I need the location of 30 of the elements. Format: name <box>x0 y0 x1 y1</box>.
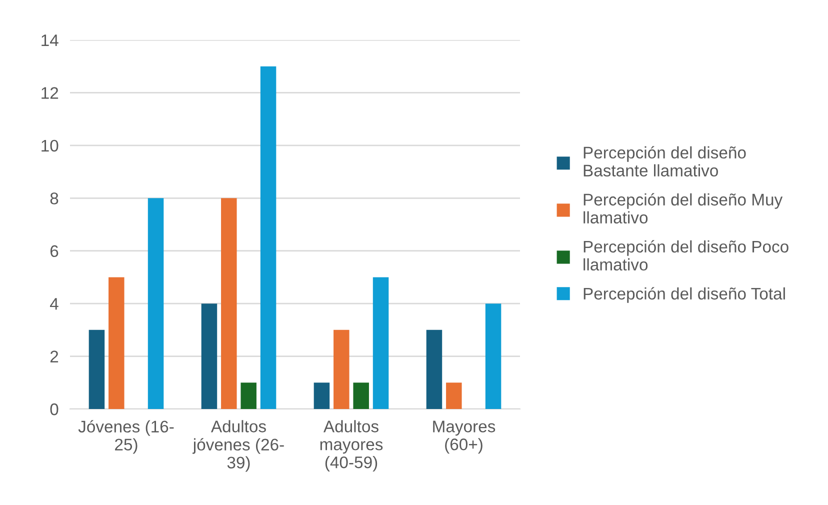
bar <box>148 198 164 409</box>
bar <box>221 198 237 409</box>
bar <box>314 382 330 409</box>
bar <box>260 66 276 409</box>
bar <box>240 382 256 409</box>
y-tick-label: 4 <box>50 298 58 310</box>
bar <box>485 304 502 409</box>
y-tick-label: 2 <box>50 350 58 362</box>
bar <box>108 277 124 409</box>
bar <box>446 382 462 409</box>
y-tick-label: 10 <box>42 140 58 152</box>
y-tick-label: 6 <box>50 245 58 258</box>
x-tick-label: Mayores (60+) <box>433 420 496 454</box>
bar <box>201 304 218 409</box>
legend-label: Percepción del diseño Bastante llamativo <box>584 146 746 176</box>
y-tick-label: 12 <box>42 87 58 99</box>
y-tick-label: 0 <box>50 403 58 416</box>
legend-label: Percepción del diseño Total <box>584 287 785 303</box>
y-tick-label: 14 <box>42 34 58 46</box>
x-tick-label: Jóvenes (16- 25) <box>78 420 174 454</box>
y-tick-label: 8 <box>50 192 58 204</box>
bar <box>334 330 350 409</box>
bar <box>426 330 442 409</box>
x-tick-label: Adultos mayores (40-59) <box>320 420 383 472</box>
x-tick-label: Adultos jóvenes (26- 39) <box>192 420 284 472</box>
bar <box>353 382 369 409</box>
legend-label: Percepción del diseño Muy llamativo <box>584 193 783 224</box>
bar <box>372 277 389 409</box>
legend-label: Percepción del diseño Poco llamativo <box>584 240 788 271</box>
bar <box>88 330 105 409</box>
